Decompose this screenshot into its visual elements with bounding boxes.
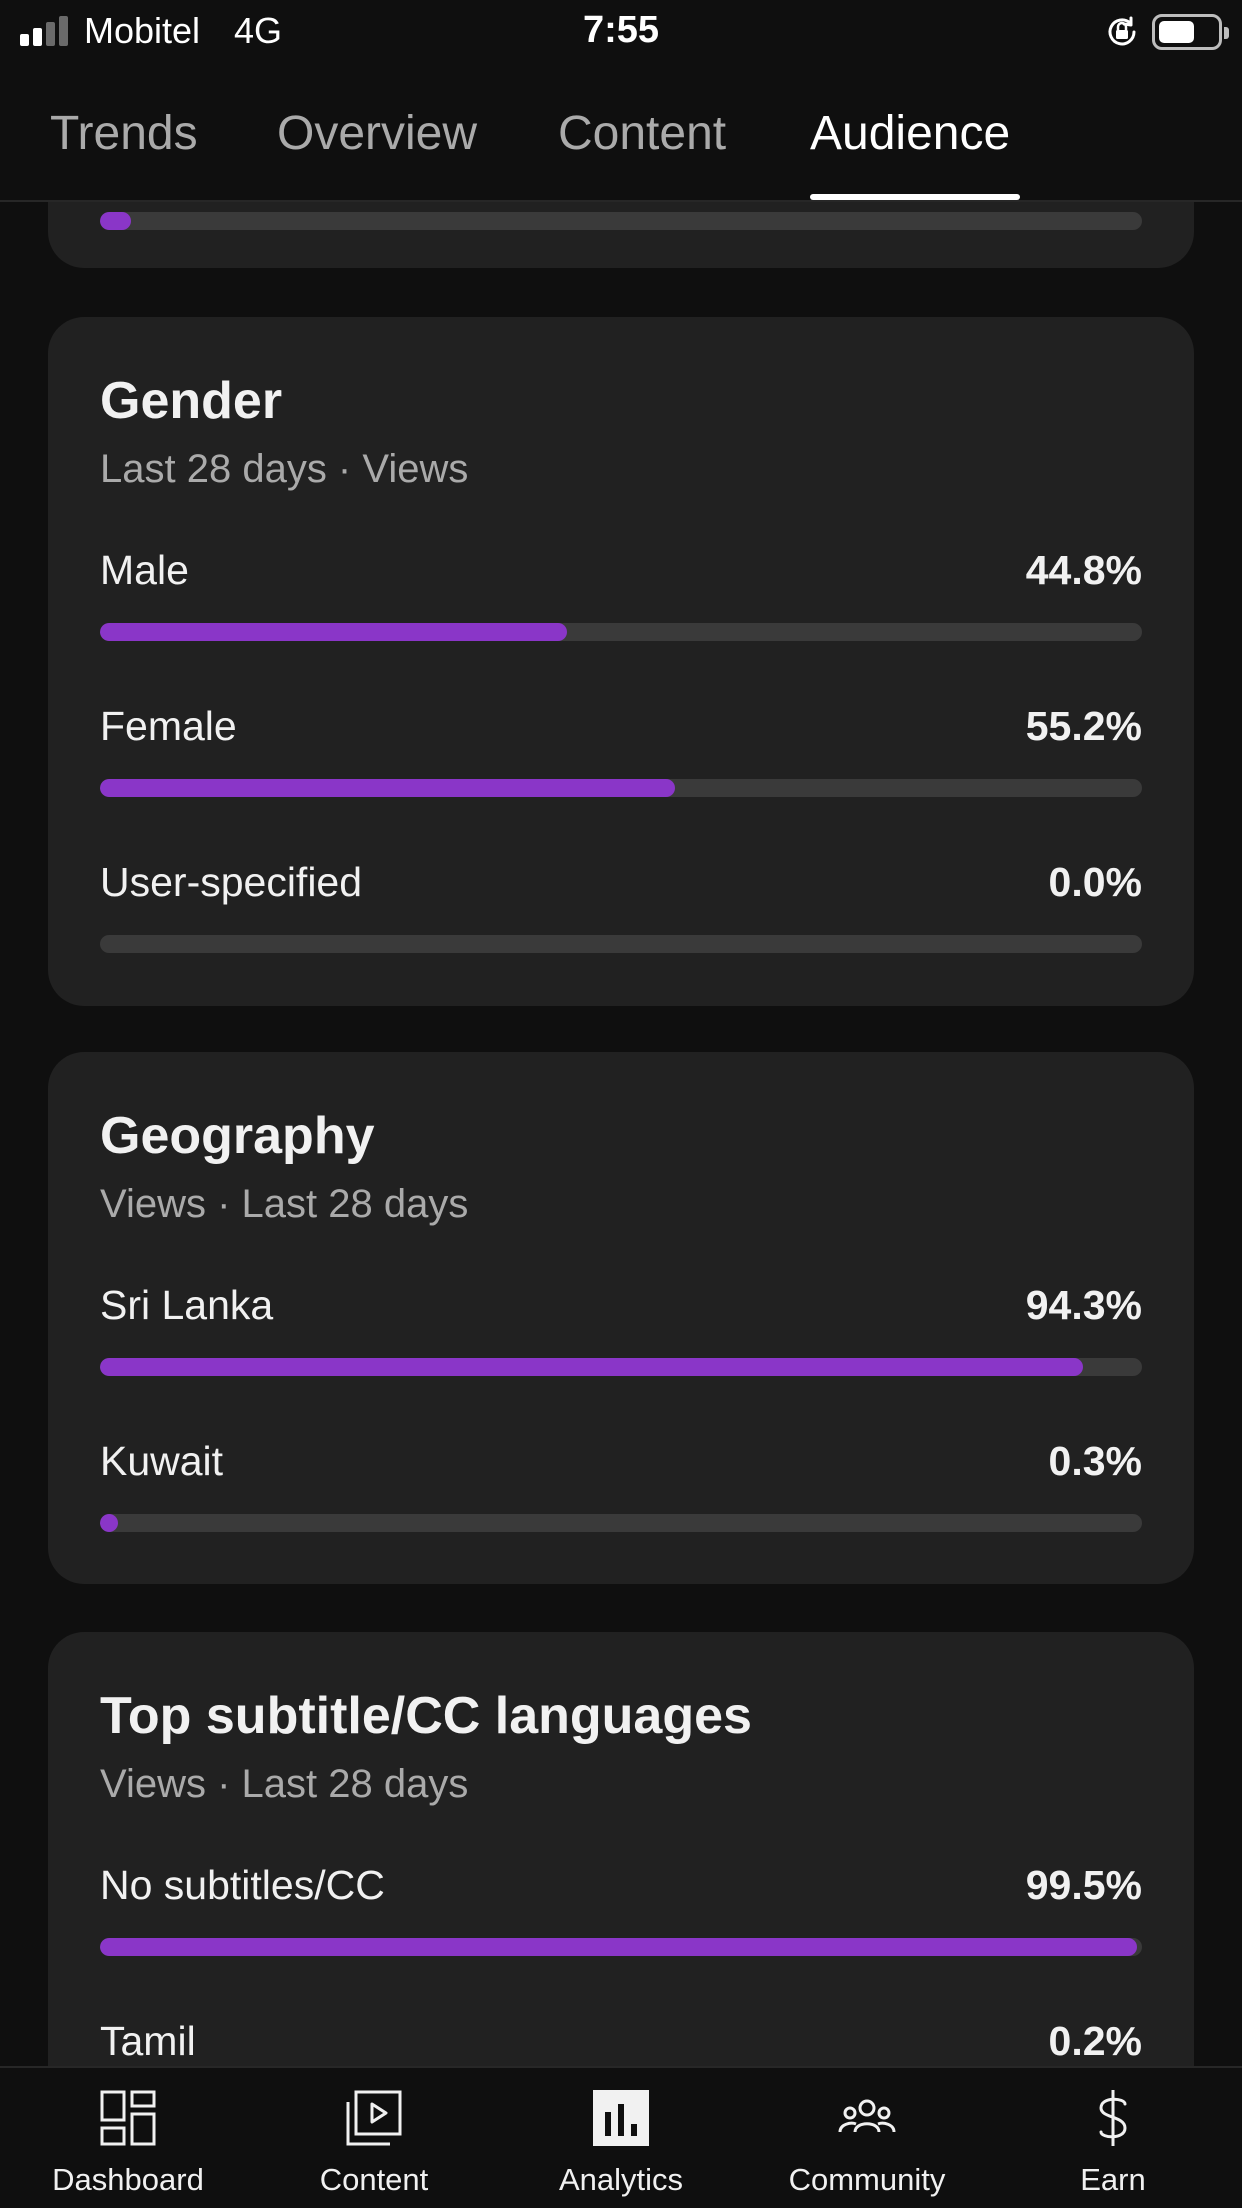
geography-bar-kuwait: [100, 1514, 1142, 1532]
geography-bar-sri-lanka: [100, 1358, 1142, 1376]
audience-content[interactable]: Gender Last 28 days · Views Male 44.8% F…: [0, 202, 1242, 2066]
geography-label-kuwait: Kuwait: [100, 1438, 224, 1484]
signal-strength-icon: [20, 16, 72, 46]
subtitle-value-tamil: 0.2%: [1048, 2018, 1142, 2064]
tab-audience[interactable]: Audience: [810, 107, 1011, 160]
subtitle-label-none: No subtitles/CC: [100, 1862, 385, 1908]
subtitle-languages-card: Top subtitle/CC languages Views · Last 2…: [48, 1632, 1194, 2066]
gender-label-male: Male: [100, 547, 189, 593]
network-type: 4G: [234, 10, 283, 51]
gender-bar-fill-female: [100, 779, 675, 797]
tab-content[interactable]: Content: [558, 107, 727, 160]
status-bar: Mobitel 4G 7:55: [0, 0, 1242, 62]
nav-label: Community: [788, 2162, 946, 2197]
gender-card: Gender Last 28 days · Views Male 44.8% F…: [48, 317, 1194, 1006]
bottom-navigation: Dashboard Content Analytics: [0, 2066, 1242, 2208]
nav-label: Earn: [1080, 2162, 1146, 2197]
gender-value-user-specified: 0.0%: [1048, 859, 1142, 905]
active-tab-indicator: [810, 194, 1020, 200]
dollar-icon: [1099, 2090, 1127, 2146]
gender-bar-male: [100, 623, 1142, 641]
geography-value-sri-lanka: 94.3%: [1025, 1282, 1142, 1328]
community-icon: [838, 2099, 896, 2133]
subtitle-bar-fill-none: [100, 1938, 1137, 1956]
tab-overview[interactable]: Overview: [277, 107, 478, 160]
gender-bar-fill-male: [100, 623, 567, 641]
nav-label: Analytics: [558, 2162, 684, 2197]
progress-track: [100, 212, 1142, 230]
gender-bar-user-specified: [100, 935, 1142, 953]
dashboard-icon: [100, 2090, 156, 2146]
nav-content[interactable]: Content: [250, 2068, 498, 2208]
status-time: 7:55: [582, 9, 660, 51]
card-subtitle: Views · Last 28 days: [100, 1182, 469, 1226]
card-subtitle: Last 28 days · Views: [100, 447, 469, 491]
tab-trends[interactable]: Trends: [50, 107, 198, 160]
subtitle-label-tamil: Tamil: [100, 2018, 196, 2064]
previous-card: [48, 202, 1194, 268]
geography-bar-fill-kuwait: [100, 1514, 118, 1532]
geography-label-sri-lanka: Sri Lanka: [100, 1282, 274, 1328]
geography-bar-fill-sri-lanka: [100, 1358, 1083, 1376]
card-title: Gender: [100, 372, 283, 430]
battery-level: [1159, 21, 1194, 43]
subtitle-value-none: 99.5%: [1025, 1862, 1142, 1908]
analytics-icon: [593, 2090, 649, 2146]
rotation-lock-icon: [1108, 16, 1136, 46]
nav-community[interactable]: Community: [743, 2068, 991, 2208]
card-title: Top subtitle/CC languages: [100, 1687, 752, 1745]
nav-analytics[interactable]: Analytics: [497, 2068, 745, 2208]
geography-card: Geography Views · Last 28 days Sri Lanka…: [48, 1052, 1194, 1584]
gender-label-female: Female: [100, 703, 237, 749]
nav-earn[interactable]: Earn: [989, 2068, 1237, 2208]
nav-label: Content: [319, 2162, 429, 2197]
nav-dashboard[interactable]: Dashboard: [4, 2068, 252, 2208]
gender-value-male: 44.8%: [1025, 547, 1142, 593]
gender-bar-female: [100, 779, 1142, 797]
carrier-name: Mobitel: [84, 10, 201, 51]
battery-icon: [1152, 14, 1229, 50]
subtitle-bar-none: [100, 1938, 1142, 1956]
card-title: Geography: [100, 1107, 375, 1165]
geography-value-kuwait: 0.3%: [1048, 1438, 1142, 1484]
gender-label-user-specified: User-specified: [100, 859, 363, 905]
analytics-tabs: Trends Overview Content Audience: [0, 62, 1242, 202]
card-subtitle: Views · Last 28 days: [100, 1762, 469, 1806]
content-icon: [346, 2090, 402, 2146]
progress-fill: [100, 212, 131, 230]
nav-label: Dashboard: [52, 2162, 204, 2197]
gender-value-female: 55.2%: [1025, 703, 1142, 749]
